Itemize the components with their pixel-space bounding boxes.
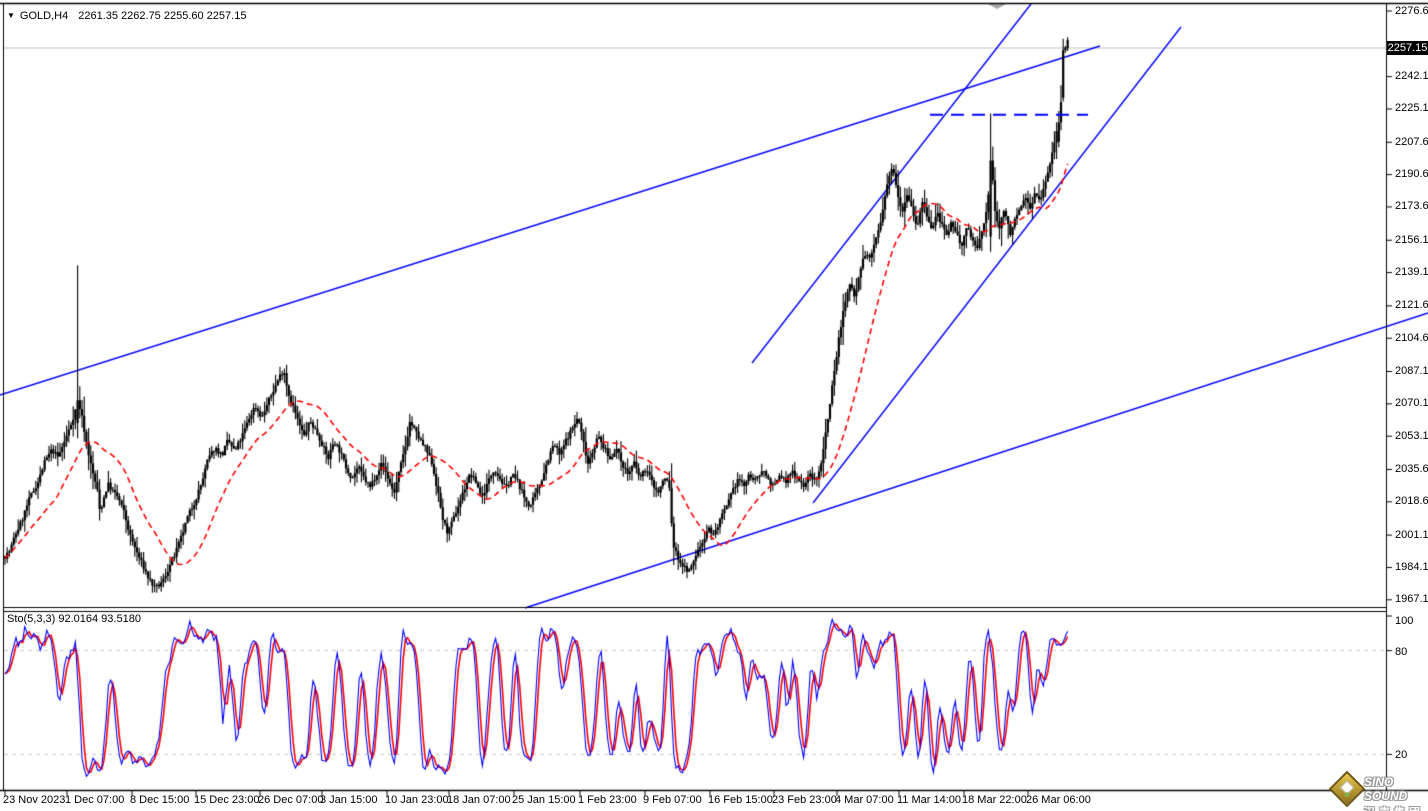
time-axis-label: 8 Dec 15:00 — [130, 794, 190, 806]
time-axis-label: 10 Jan 23:00 — [385, 794, 449, 806]
time-axis-label: 11 Mar 14:00 — [897, 794, 962, 806]
time-axis-label: 4 Mar 07:00 — [835, 794, 894, 806]
price-axis-label: 2018.60 — [1395, 495, 1428, 508]
time-axis-label: 3 Jan 15:00 — [320, 794, 378, 806]
current-price-tag: 2257.15 — [1387, 41, 1428, 55]
price-axis-label: 2121.60 — [1395, 299, 1428, 312]
time-axis-label: 26 Dec 07:00 — [258, 794, 324, 806]
stoch-scale-label: 80 — [1395, 645, 1408, 658]
time-axis-label: 23 Feb 23:00 — [772, 794, 837, 806]
broker-name-chinese: 汉声集团 — [1364, 804, 1428, 811]
price-axis-label: 2207.60 — [1395, 135, 1428, 148]
price-axis-label: 2104.60 — [1395, 331, 1428, 344]
price-axis-label: 2035.60 — [1395, 462, 1428, 475]
ohlc-values: 2261.35 2262.75 2255.60 2257.15 — [78, 10, 247, 22]
price-axis-label: 1967.10 — [1395, 593, 1428, 606]
symbol-timeframe-label: GOLD,H4 — [19, 10, 69, 22]
time-axis-label: 25 Jan 15:00 — [512, 794, 576, 806]
time-axis-label: 18 Jan 07:00 — [447, 794, 511, 806]
time-axis-label: 1 Feb 23:00 — [578, 794, 637, 806]
time-axis-label: 1 Dec 07:00 — [65, 794, 125, 806]
chart-header: ▼ GOLD,H4 2261.35 2262.75 2255.60 2257.15 — [7, 9, 246, 23]
price-axis-label: 2190.60 — [1395, 168, 1428, 181]
time-axis-label: 26 Mar 06:00 — [1026, 794, 1091, 806]
time-axis-label: 9 Feb 07:00 — [643, 794, 702, 806]
stoch-scale-label: 20 — [1395, 749, 1408, 762]
price-axis-label: 2001.10 — [1395, 528, 1428, 541]
stoch-scale-label: 100 — [1395, 615, 1414, 627]
price-axis-label: 2173.60 — [1395, 200, 1428, 213]
time-axis-label: 15 Dec 23:00 — [194, 794, 260, 806]
price-axis-label: 2070.10 — [1395, 397, 1428, 410]
price-axis-label: 2156.10 — [1395, 233, 1428, 246]
price-axis-label: 2087.10 — [1395, 365, 1428, 377]
time-axis-label: 16 Feb 15:00 — [708, 794, 773, 806]
price-axis-label: 2242.10 — [1395, 70, 1428, 83]
broker-name: SINO SOUND — [1364, 775, 1408, 803]
price-axis-label: 2276.60 — [1395, 4, 1428, 17]
broker-logo-diamond-icon — [1328, 770, 1366, 808]
price-axis-label: 2053.10 — [1395, 429, 1428, 442]
time-axis-label: 23 Nov 2023 — [3, 794, 66, 806]
price-axis-label: 1984.10 — [1395, 560, 1428, 573]
time-axis-label: 18 Mar 22:00 — [962, 794, 1027, 806]
price-axis-label: 2225.10 — [1395, 102, 1428, 115]
chart-expand-arrow-icon[interactable]: ▼ — [7, 11, 15, 20]
stochastic-indicator-label: Sto(5,3,3) 92.0164 93.5180 — [7, 613, 141, 625]
price-axis-label: 2139.10 — [1395, 266, 1428, 279]
broker-watermark: SINO SOUND 汉声集团 — [1328, 770, 1428, 811]
